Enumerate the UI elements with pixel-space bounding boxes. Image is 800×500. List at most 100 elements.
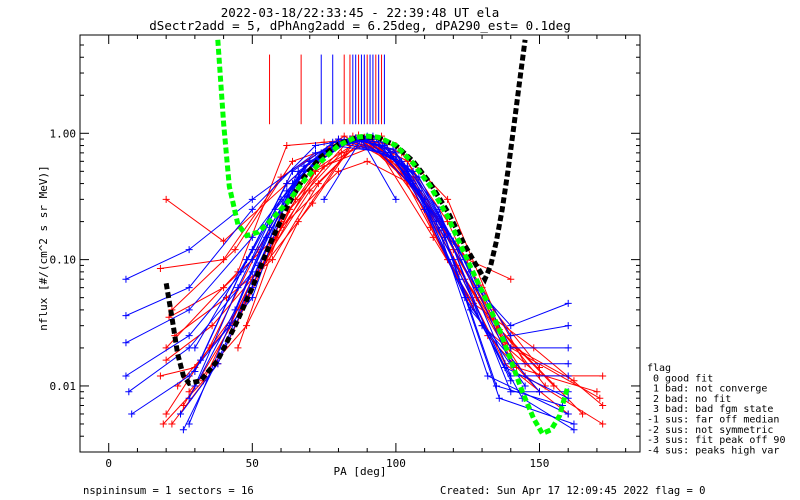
data-point-marker bbox=[185, 332, 193, 340]
data-point-marker bbox=[159, 420, 167, 428]
series-line bbox=[128, 139, 569, 393]
y-tick-label: 0.01 bbox=[50, 380, 77, 393]
legend-entry: 3 bad: bad fgm state bbox=[647, 404, 773, 415]
flag-legend: flag 0 good fit 1 bad: not converge 2 ba… bbox=[647, 363, 785, 456]
data-point-marker bbox=[122, 312, 130, 320]
data-point-marker bbox=[185, 388, 193, 396]
data-point-marker bbox=[122, 275, 130, 283]
data-point-marker bbox=[248, 195, 256, 203]
data-point-marker bbox=[415, 187, 423, 195]
x-axis-label: PA [deg] bbox=[334, 465, 387, 478]
data-point-marker bbox=[289, 157, 297, 165]
data-point-marker bbox=[231, 306, 239, 314]
data-point-marker bbox=[314, 180, 322, 188]
data-point-marker bbox=[320, 195, 328, 203]
data-point-marker bbox=[179, 426, 187, 434]
data-point-marker bbox=[467, 306, 475, 314]
data-point-marker bbox=[599, 420, 607, 428]
data-point-marker bbox=[535, 388, 543, 396]
x-tick-label: 100 bbox=[386, 457, 406, 470]
data-point-marker bbox=[248, 205, 256, 213]
data-point-marker bbox=[596, 394, 604, 402]
series-line bbox=[125, 138, 569, 349]
data-point-marker bbox=[156, 265, 164, 273]
data-point-marker bbox=[197, 356, 205, 364]
data-point-marker bbox=[309, 199, 317, 207]
legend-entry: flag bbox=[647, 363, 671, 374]
data-point-marker bbox=[593, 388, 601, 396]
footer-right: Created: Sun Apr 17 12:09:45 2022 flag =… bbox=[440, 485, 706, 497]
data-point-marker bbox=[441, 233, 449, 241]
data-point-marker bbox=[564, 299, 572, 307]
data-point-marker bbox=[449, 256, 457, 264]
series-line bbox=[177, 138, 603, 425]
legend-entry: 2 bad: no fit bbox=[647, 394, 731, 405]
fit-curve-black bbox=[163, 39, 528, 387]
data-point-marker bbox=[550, 382, 558, 390]
data-point-marker bbox=[329, 138, 337, 146]
data-point-marker bbox=[564, 410, 572, 418]
data-point-marker bbox=[421, 205, 429, 213]
data-point-marker bbox=[334, 135, 342, 143]
data-point-marker bbox=[495, 394, 503, 402]
data-point-marker bbox=[320, 162, 328, 170]
data-point-marker bbox=[564, 360, 572, 368]
data-point-marker bbox=[162, 410, 170, 418]
data-point-marker bbox=[289, 167, 297, 175]
data-point-marker bbox=[283, 180, 291, 188]
legend-entry: -3 sus: fit peak off 90 bbox=[647, 435, 785, 446]
data-point-marker bbox=[268, 256, 276, 264]
data-point-marker bbox=[507, 322, 515, 330]
data-point-marker bbox=[177, 410, 185, 418]
data-point-marker bbox=[162, 195, 170, 203]
data-point-marker bbox=[438, 223, 446, 231]
data-point-marker bbox=[337, 149, 345, 157]
data-point-marker bbox=[521, 382, 529, 390]
data-point-marker bbox=[122, 372, 130, 380]
data-point-marker bbox=[168, 420, 176, 428]
data-point-marker bbox=[392, 195, 400, 203]
data-point-marker bbox=[122, 339, 130, 347]
plot-frame bbox=[79, 34, 641, 453]
data-point-marker bbox=[564, 322, 572, 330]
legend-entry: 1 bad: not converge bbox=[647, 384, 767, 395]
series-line bbox=[160, 135, 583, 415]
data-point-marker bbox=[234, 344, 242, 352]
x-tick-label: 50 bbox=[246, 457, 259, 470]
data-point-marker bbox=[185, 246, 193, 254]
data-point-marker bbox=[179, 402, 187, 410]
data-point-marker bbox=[507, 377, 515, 385]
data-point-marker bbox=[191, 368, 199, 376]
footer-left: nspininsum = 1 sectors = 16 bbox=[83, 485, 254, 497]
data-point-marker bbox=[125, 388, 133, 396]
data-point-marker bbox=[564, 344, 572, 352]
data-point-marker bbox=[220, 284, 228, 292]
data-point-marker bbox=[128, 410, 136, 418]
data-point-marker bbox=[507, 275, 515, 283]
data-point-marker bbox=[311, 142, 319, 150]
data-point-marker bbox=[185, 372, 193, 380]
data-point-marker bbox=[185, 284, 193, 292]
series-line bbox=[125, 138, 569, 327]
data-point-marker bbox=[444, 195, 452, 203]
y-axis-label: nflux [#/(cm^2 s sr MeV)] bbox=[37, 165, 50, 331]
data-point-marker bbox=[283, 142, 291, 150]
data-point-marker bbox=[162, 356, 170, 364]
data-point-marker bbox=[429, 233, 437, 241]
data-point-marker bbox=[599, 372, 607, 380]
legend-entry: -4 sus: peaks high var bbox=[647, 445, 779, 456]
data-point-marker bbox=[220, 237, 228, 245]
data-point-marker bbox=[185, 420, 193, 428]
legend-entry: -1 sus: far off median bbox=[647, 415, 779, 426]
data-layer bbox=[122, 39, 607, 437]
legend-entry: -2 sus: not symmetric bbox=[647, 425, 773, 436]
chart-title: 2022-03-18/22:33:45 - 22:39:48 UT ela bbox=[221, 5, 499, 20]
data-point-marker bbox=[191, 344, 199, 352]
data-point-marker bbox=[484, 372, 492, 380]
data-point-marker bbox=[156, 372, 164, 380]
data-point-marker bbox=[507, 332, 515, 340]
data-point-marker bbox=[599, 402, 607, 410]
data-point-marker bbox=[507, 388, 515, 396]
data-point-marker bbox=[334, 167, 342, 175]
data-point-marker bbox=[185, 306, 193, 314]
